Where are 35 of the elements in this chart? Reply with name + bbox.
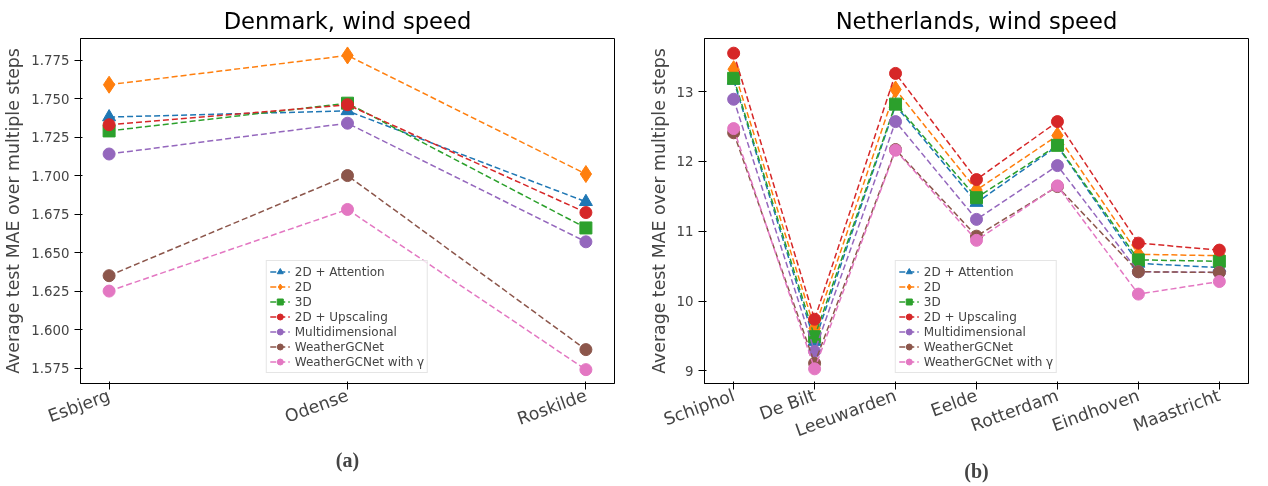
y-tick-label: 1.650: [31, 245, 70, 261]
y-tick-label: 1.700: [31, 168, 70, 184]
y-tick-label: 1.725: [31, 130, 70, 146]
y-tick-label: 12: [676, 154, 694, 170]
legend-label: WeatherGCNet with γ: [923, 354, 1054, 369]
y-tick-label: 9: [685, 363, 694, 379]
y-tick-label: 1.750: [31, 91, 70, 107]
legend-label: WeatherGCNet: [294, 339, 385, 354]
y-axis-title: Average test MAE over multiple steps: [3, 48, 24, 374]
legend-label: Multidimensional: [923, 324, 1026, 339]
y-tick-label: 1.675: [31, 207, 70, 223]
legend-label: 2D + Upscaling: [923, 309, 1017, 324]
legend-label: WeatherGCNet with γ: [294, 354, 425, 369]
legend-label: 2D + Attention: [294, 264, 385, 279]
y-tick-label: 1.625: [31, 284, 70, 300]
legend-label: WeatherGCNet: [923, 339, 1014, 354]
y-tick-label: 1.775: [31, 53, 70, 69]
chart-title: Netherlands, wind speed: [835, 7, 1118, 34]
legend-label: 3D: [294, 294, 313, 309]
text: (a): [335, 448, 360, 472]
legend-label: 3D: [923, 294, 942, 309]
y-axis-title: Average test MAE over multiple steps: [648, 48, 669, 374]
legend-label: 2D + Attention: [923, 264, 1014, 279]
legend-label: 2D: [294, 279, 313, 294]
legend-label: Multidimensional: [294, 324, 397, 339]
x-tick-label: Odense: [282, 385, 351, 427]
text: (b): [964, 459, 989, 483]
chart-title: Denmark, wind speed: [223, 7, 472, 34]
y-tick-label: 11: [676, 224, 694, 240]
legend-label: 2D: [923, 279, 942, 294]
y-tick-label: 1.575: [31, 361, 70, 377]
y-tick-label: 10: [676, 294, 694, 310]
legend-label: 2D + Upscaling: [294, 309, 388, 324]
y-tick-label: 1.600: [31, 322, 70, 338]
y-tick-label: 13: [676, 84, 694, 100]
